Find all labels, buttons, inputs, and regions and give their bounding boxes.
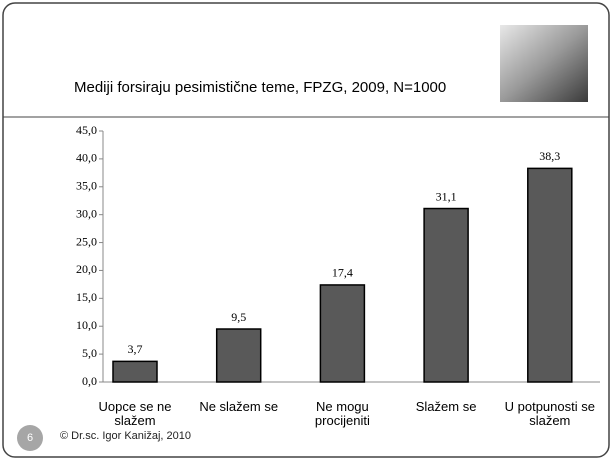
y-tick-label: 10,0 [76, 318, 97, 332]
photo [500, 25, 588, 102]
y-tick-label: 20,0 [76, 262, 97, 276]
chart-title: Mediji forsiraju pesimistične teme, FPZG… [74, 79, 446, 96]
data-label: 9,5 [231, 310, 246, 324]
data-label: 17,4 [332, 266, 353, 280]
chart: Mediji forsiraju pesimistične teme, FPZG… [0, 0, 613, 461]
y-tick-label: 30,0 [76, 206, 97, 220]
data-label: 31,1 [436, 189, 457, 203]
x-tick-label: Uopce se ne slažem [85, 400, 185, 428]
x-tick-label: Ne mogu procijeniti [292, 400, 392, 428]
data-label: 3,7 [128, 342, 143, 356]
slide: Mediji forsiraju pesimistične teme, FPZG… [0, 0, 613, 461]
slide-number: 6 [27, 432, 33, 444]
footer: © Dr.sc. Igor Kanižaj, 2010 [60, 430, 191, 442]
bar [320, 285, 364, 382]
y-tick-label: 25,0 [76, 234, 97, 248]
y-tick-label: 0,0 [82, 374, 97, 388]
y-tick-label: 45,0 [76, 123, 97, 137]
y-tick-label: 35,0 [76, 179, 97, 193]
y-tick-label: 15,0 [76, 290, 97, 304]
bar [217, 329, 261, 382]
x-tick-label: Slažem se [396, 400, 496, 414]
bar [424, 209, 468, 382]
bar [528, 168, 572, 382]
data-label: 38,3 [539, 149, 560, 163]
bar [113, 361, 157, 382]
x-tick-label: U potpunosti se slažem [500, 400, 600, 428]
x-tick-label: Ne slažem se [189, 400, 289, 414]
y-tick-label: 5,0 [82, 346, 97, 360]
y-tick-label: 40,0 [76, 151, 97, 165]
